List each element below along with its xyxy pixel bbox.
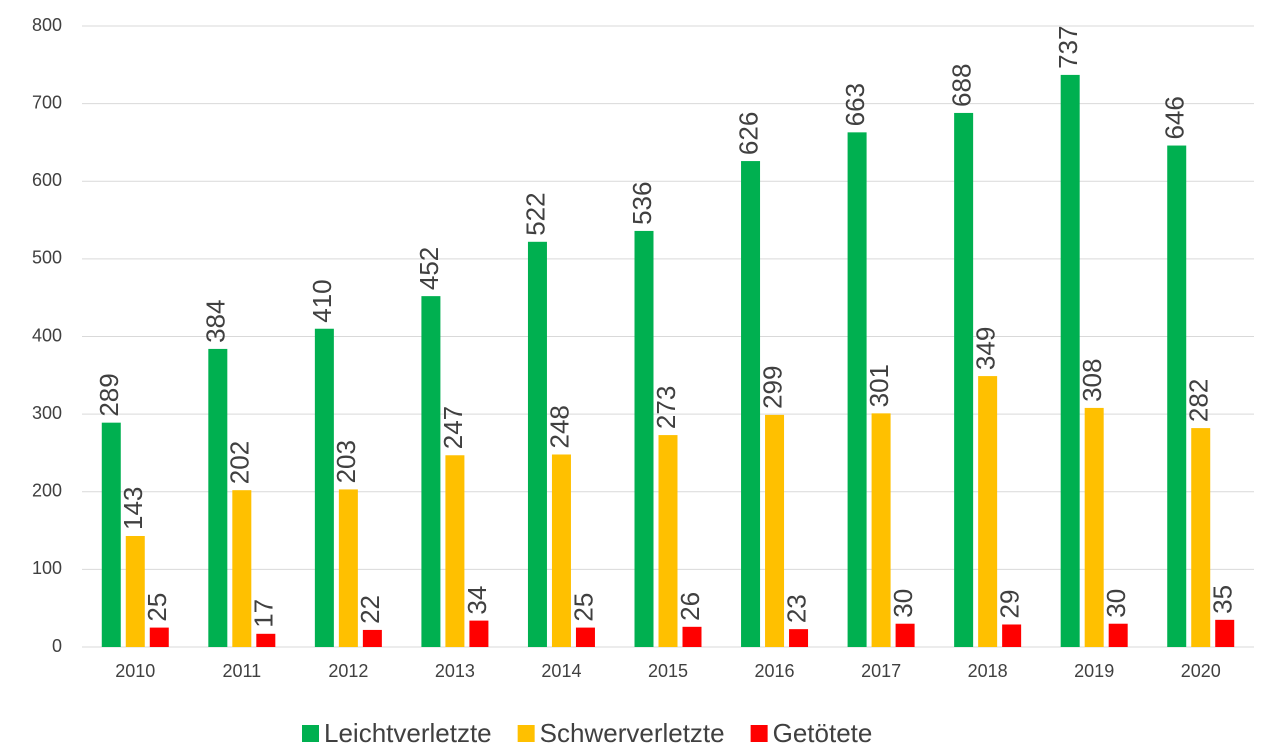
- data-label: 143: [118, 487, 148, 530]
- bar: [741, 161, 761, 647]
- bar: [847, 132, 867, 647]
- data-label: 384: [201, 300, 231, 343]
- bar: [314, 328, 334, 647]
- bar: [658, 435, 678, 647]
- y-tick-label: 700: [32, 92, 62, 112]
- x-tick-label: 2018: [968, 661, 1008, 681]
- data-label: 25: [568, 593, 598, 622]
- data-label: 688: [947, 64, 977, 107]
- data-label: 202: [225, 441, 255, 484]
- data-label: 22: [355, 595, 385, 624]
- legend-label: Schwerverletzte: [540, 718, 725, 748]
- bar: [634, 230, 654, 647]
- bar: [445, 455, 465, 647]
- bar: [551, 454, 571, 647]
- bar: [101, 422, 121, 647]
- data-label: 308: [1077, 359, 1107, 402]
- data-label: 737: [1053, 26, 1083, 69]
- data-label: 626: [733, 112, 763, 155]
- bar: [1108, 623, 1128, 647]
- data-label: 247: [438, 406, 468, 449]
- data-label: 248: [544, 405, 574, 448]
- x-tick-label: 2012: [328, 661, 368, 681]
- bar: [149, 627, 169, 647]
- data-label: 29: [995, 590, 1025, 619]
- bar: [954, 112, 974, 647]
- legend-label: Getötete: [773, 718, 873, 748]
- data-label: 349: [971, 327, 1001, 370]
- x-tick-label: 2015: [648, 661, 688, 681]
- bar: [871, 413, 891, 647]
- x-tick-label: 2014: [541, 661, 581, 681]
- y-tick-label: 100: [32, 558, 62, 578]
- bar: [1191, 428, 1211, 647]
- legend-swatch: [750, 725, 768, 742]
- data-label: 289: [94, 373, 124, 416]
- data-label: 282: [1184, 379, 1214, 422]
- legend-label: Leichtverletzte: [324, 718, 492, 748]
- bar: [256, 633, 276, 647]
- bar: [421, 296, 441, 647]
- bar: [1084, 407, 1104, 647]
- bar: [1060, 74, 1080, 647]
- bar: [789, 629, 809, 647]
- x-tick-label: 2020: [1181, 661, 1221, 681]
- x-tick-label: 2010: [115, 661, 155, 681]
- y-tick-label: 300: [32, 403, 62, 423]
- y-tick-label: 800: [32, 15, 62, 35]
- data-label: 25: [142, 593, 172, 622]
- y-tick-label: 500: [32, 248, 62, 268]
- data-label: 203: [331, 440, 361, 483]
- x-tick-label: 2013: [435, 661, 475, 681]
- data-label: 35: [1208, 585, 1238, 614]
- data-label: 536: [627, 182, 657, 225]
- data-label: 299: [757, 366, 787, 409]
- legend-swatch: [302, 725, 319, 742]
- bar: [1002, 624, 1022, 647]
- bar: [1215, 619, 1235, 647]
- data-label: 17: [249, 599, 279, 628]
- y-tick-label: 600: [32, 170, 62, 190]
- data-label: 663: [840, 83, 870, 126]
- data-label: 410: [307, 279, 337, 322]
- data-label: 30: [888, 589, 918, 618]
- data-label: 452: [414, 247, 444, 290]
- bar: [527, 241, 547, 648]
- x-tick-label: 2011: [222, 661, 261, 681]
- bar: [682, 626, 702, 647]
- data-label: 301: [864, 364, 894, 407]
- bar: [575, 627, 595, 647]
- data-label: 34: [462, 586, 492, 615]
- y-tick-label: 400: [32, 325, 62, 345]
- bar: [125, 535, 145, 647]
- data-label: 30: [1101, 589, 1131, 618]
- data-label: 26: [675, 592, 705, 621]
- x-tick-label: 2019: [1074, 661, 1114, 681]
- y-tick-label: 0: [52, 636, 62, 656]
- bar: [978, 376, 998, 647]
- bar: [895, 623, 915, 647]
- data-label: 646: [1160, 96, 1190, 139]
- data-label: 23: [781, 594, 811, 623]
- data-label: 522: [520, 192, 550, 235]
- x-tick-label: 2017: [861, 661, 901, 681]
- bar: [208, 348, 228, 647]
- x-tick-label: 2016: [755, 661, 795, 681]
- bar: [362, 629, 382, 647]
- y-tick-label: 200: [32, 481, 62, 501]
- bar: [765, 414, 785, 647]
- data-label: 273: [651, 386, 681, 429]
- bar: [232, 490, 252, 647]
- bar: [469, 620, 489, 647]
- bar: [1167, 145, 1187, 648]
- bar: [338, 489, 358, 647]
- legend-swatch: [517, 725, 535, 742]
